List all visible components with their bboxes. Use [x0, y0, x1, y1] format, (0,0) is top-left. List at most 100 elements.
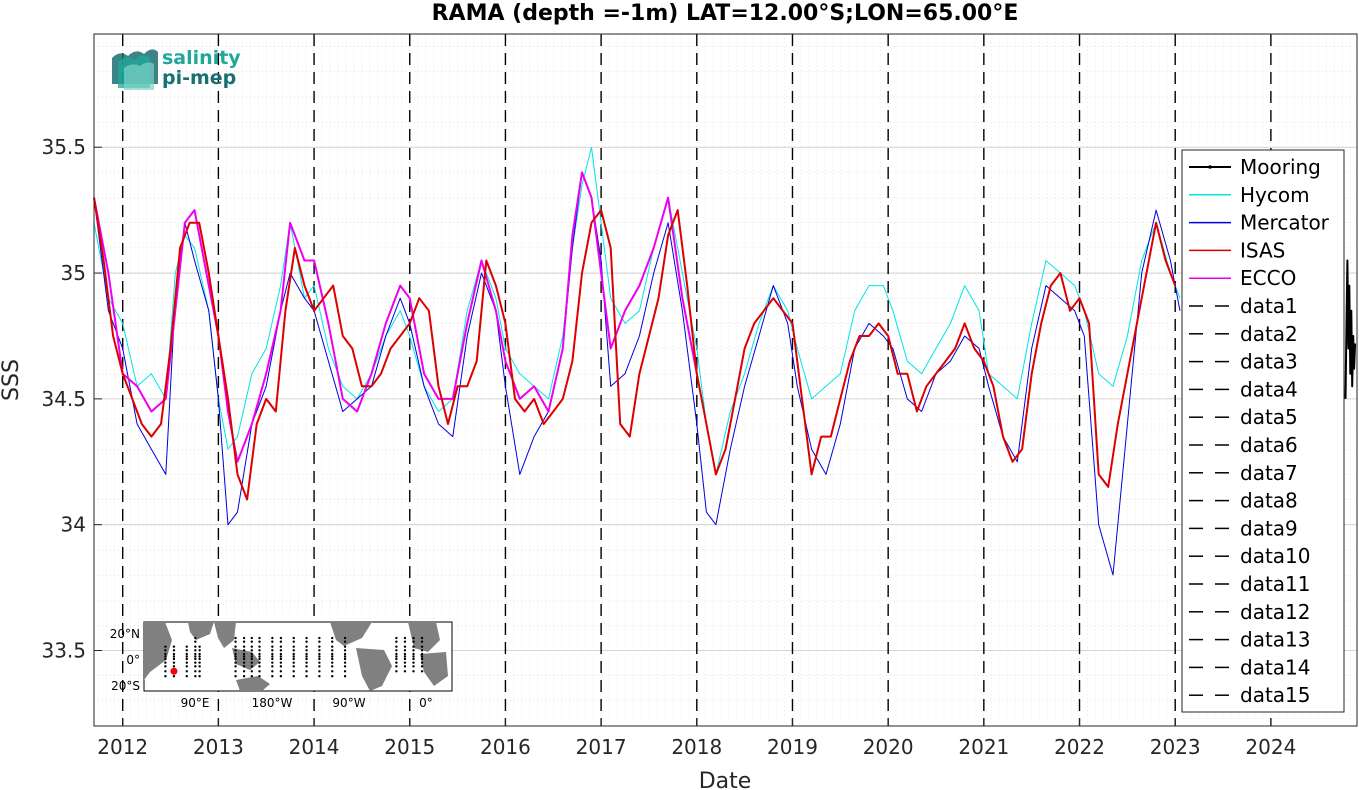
buoy-dot: [305, 655, 308, 658]
x-tick-label: 2021: [958, 735, 1009, 759]
buoy-dot: [331, 675, 334, 678]
x-tick-label: 2018: [671, 735, 722, 759]
buoy-dot: [164, 661, 167, 664]
legend-label: data4: [1240, 377, 1298, 401]
x-tick-label: 2012: [97, 735, 148, 759]
series-line-isas: [93, 197, 1177, 501]
legend-label: data1: [1240, 294, 1298, 318]
buoy-dot: [318, 640, 321, 643]
inset-lon-label-180w: 180°W: [252, 696, 293, 710]
legend-label: data9: [1240, 516, 1298, 540]
buoy-dot: [343, 640, 347, 643]
buoy-dot: [172, 649, 176, 652]
buoy-dot: [271, 655, 274, 658]
x-tick-label: 2022: [1054, 735, 1105, 759]
buoy-dot: [395, 655, 398, 658]
legend-item-mooring: Mooring: [1189, 155, 1321, 179]
buoy-dot: [250, 649, 253, 652]
legend-item-data11: data11: [1189, 572, 1311, 596]
buoy-dot: [343, 652, 347, 656]
buoy-dot: [185, 670, 188, 673]
buoy-dot: [185, 652, 188, 656]
buoy-dot: [194, 657, 197, 661]
legend-item-data4: data4: [1189, 377, 1298, 401]
buoy-dot: [331, 661, 334, 664]
buoy-dot: [292, 661, 295, 664]
buoy-dot: [331, 640, 334, 643]
buoy-dot: [318, 657, 321, 661]
buoy-dot: [395, 661, 398, 664]
series-line-mooring: [1344, 259, 1357, 399]
buoy-dot: [343, 636, 347, 640]
buoy-dot: [420, 661, 424, 664]
logo-wave-icon: [112, 49, 158, 90]
buoy-dot: [185, 657, 188, 661]
buoy-dot: [331, 655, 334, 658]
legend: Mooring Hycom Mercator ISAS ECCO data1 data2 da…: [1181, 149, 1345, 713]
legend-item-mercator: Mercator: [1189, 211, 1330, 235]
buoy-dot: [318, 649, 321, 652]
buoy-dot: [234, 645, 237, 648]
legend-label: data14: [1240, 655, 1311, 679]
inset-lon-label-90w: 90°W: [332, 696, 365, 710]
buoy-dot: [198, 675, 201, 678]
legend-item-isas: ISAS: [1189, 238, 1285, 262]
buoy-dot: [194, 652, 197, 656]
buoy-dot: [242, 645, 246, 648]
buoy-dot: [242, 636, 246, 640]
inset-lat-label-20n: 20°N: [110, 627, 140, 641]
buoy-dot: [242, 665, 246, 668]
buoy-dot: [403, 665, 407, 668]
buoy-dot: [403, 636, 407, 640]
buoy-dot: [292, 665, 295, 668]
buoy-dot: [420, 652, 424, 656]
buoy-dot: [234, 657, 237, 661]
buoy-dot: [279, 645, 283, 648]
buoy-dot: [234, 640, 237, 643]
legend-label: data6: [1240, 433, 1298, 457]
buoy-dot: [234, 665, 237, 668]
buoy-dot: [164, 670, 167, 673]
buoy-dot: [305, 652, 308, 656]
buoy-dot: [271, 649, 274, 652]
buoy-dot: [305, 670, 308, 673]
buoy-dot: [305, 645, 308, 648]
legend-label: data2: [1240, 322, 1298, 346]
buoy-dot: [318, 652, 321, 656]
legend-label: Mooring: [1240, 155, 1321, 179]
buoy-dot: [234, 655, 237, 658]
buoy-dot: [279, 640, 283, 643]
buoy-dot: [250, 661, 253, 664]
buoy-dot: [234, 661, 237, 664]
buoy-dot: [403, 645, 407, 648]
buoy-dot: [198, 670, 201, 673]
buoy-dot: [343, 657, 347, 661]
inset-map: 20°N 0° 20°S 90°E 180°W 90°W 0°: [110, 621, 453, 710]
buoy-dot: [164, 655, 167, 658]
buoy-dot: [250, 670, 253, 673]
buoy-dot: [185, 665, 188, 668]
legend-label: data3: [1240, 350, 1298, 374]
y-tick-label: 35.5: [41, 135, 86, 159]
buoy-dot: [242, 652, 246, 656]
legend-label: data7: [1240, 461, 1298, 485]
x-tick-label: 2019: [767, 735, 818, 759]
legend-item-data10: data10: [1189, 544, 1311, 568]
buoy-dot: [242, 640, 246, 643]
buoy-dot: [258, 657, 261, 661]
buoy-dot: [198, 657, 201, 661]
buoy-dot: [164, 645, 167, 648]
buoy-dot: [198, 645, 201, 648]
y-axis: 33.5 34 34.5 35 35.5: [41, 135, 102, 663]
buoy-dot: [258, 649, 261, 652]
legend-label: data12: [1240, 600, 1311, 624]
buoy-dot: [279, 665, 283, 668]
buoy-dot: [412, 640, 415, 643]
legend-item-data3: data3: [1189, 350, 1298, 374]
buoy-dot: [420, 636, 424, 640]
inset-map-land: [144, 622, 448, 691]
logo-text-pimep: pi-mep: [162, 67, 236, 89]
buoy-dot: [185, 645, 188, 648]
legend-label: data8: [1240, 489, 1298, 513]
